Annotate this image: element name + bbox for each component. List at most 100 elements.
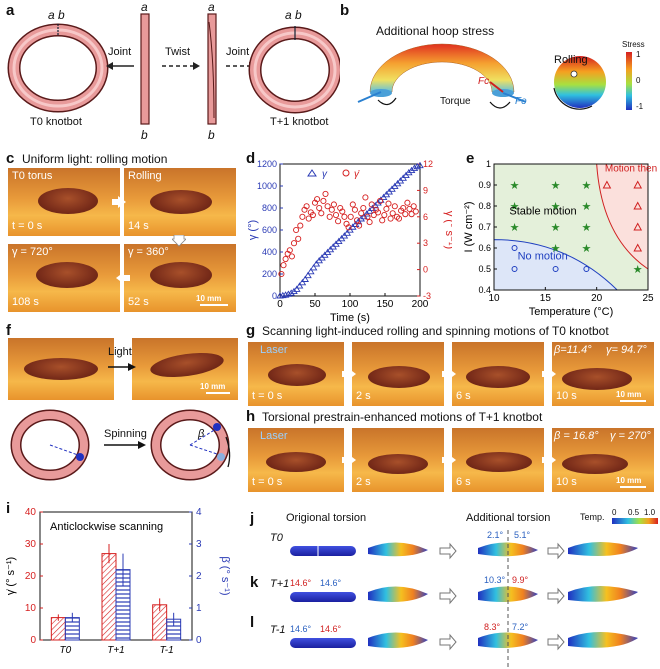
d-point-gammadot [408,211,415,218]
panel-g-title: Scanning light-induced rolling and spinn… [262,324,609,338]
g-scale-bar [620,400,646,402]
d-point-gammadot [305,215,312,222]
k-twist-2: 9.9° [512,575,529,585]
chart-i: 0 10 20 30 40 0 1 2 3 4 Anticlockwise scanning γ̇ (… [5,507,231,656]
d-point-gammadot [374,209,382,216]
d-point-gammadot [322,190,329,197]
g-arrow-3 [542,368,556,380]
e-xtick-label: 15 [540,293,552,304]
f-light-arrow [108,363,136,371]
e-point-stable: ★ [551,201,561,213]
d-point-gammadot [362,194,369,201]
photo-f-after [132,338,238,400]
photo-h-frame2 [352,428,444,492]
photo-c-frame2 [124,168,236,236]
h-arrow-2 [442,454,456,466]
panel-label-b: b [340,2,350,19]
d-point-gammadot [303,203,310,210]
e-point-stable: ★ [633,264,643,276]
photo-g-frame1 [248,342,344,406]
d-point-gamma [410,164,419,171]
d-point-gamma [304,271,312,279]
d-ytick-label: 0 [272,291,277,301]
h-scale-label: 10 mm [616,476,642,485]
j-original-torsion-title: Origional torsion [286,512,367,524]
f-light-label: Light [108,346,132,358]
stress-tick-0: 0 [636,76,641,85]
d-xtick-label: 200 [412,299,429,310]
d-point-gammadot [335,218,342,225]
d-point-gammadot [410,203,417,210]
photo-h-frame4 [552,428,654,492]
e-point-nomotion [552,266,559,272]
l-orig-1: 14.6° [290,624,312,634]
d-point-gamma [281,291,290,298]
i-y2tick-label: 0 [196,635,202,646]
d-point-gammadot [345,224,352,231]
d-point-gammadot [391,203,398,210]
i-category-label: T-1 [160,645,174,656]
d-y2tick-label: 9 [423,185,428,195]
i-y2tick-label: 1 [196,603,202,614]
i-y2tick-label: 2 [196,571,202,582]
d-point-gamma [284,290,293,297]
d-point-gammadot [288,253,295,260]
d-point-gammadot [349,201,356,208]
e-point-stable: ★ [510,180,520,192]
c-arrow-1 [112,196,126,208]
h-frame4-time: 10 s [556,476,577,488]
d-point-gammadot [381,211,388,219]
c-frame3-top: γ = 720° [12,246,53,258]
f-spinning-label: Spinning [104,428,147,440]
e-point-halt [633,222,643,231]
e-point-nomotion [511,245,518,251]
e-ytick-label: 0.8 [478,201,491,211]
photo-c-frame3 [8,244,120,312]
i-ylabel: γ̇ (° s⁻¹) [5,557,17,595]
d-ytick-label: 200 [262,269,277,279]
panel-label-f: f [6,322,11,339]
i-title: Anticlockwise scanning [50,521,163,533]
h-gamma-value: γ = 270° [610,430,651,442]
d-point-gammadot [402,211,409,218]
stress-tick-1: 1 [636,50,641,59]
i-ytick-label: 0 [30,635,36,646]
temp-colorbar [612,518,658,524]
photo-f-before [8,338,114,400]
row-label-tm1: T-1 [270,624,286,636]
panel-label-k: k [250,574,259,591]
d-point-gammadot [360,204,367,212]
e-point-halt [602,180,612,189]
d-point-gammadot [293,226,300,234]
e-ytick-label: 0.7 [478,222,491,232]
i-category-label: T+1 [107,645,125,656]
g-frame2-time: 2 s [356,390,371,402]
g-gamma-value: γ= 94.7° [606,344,647,356]
j-twist-1: 2.1° [487,530,504,540]
h-arrow-3 [542,454,556,466]
photo-c-frame1 [8,168,120,236]
e-xlabel: Temperature (°C) [529,306,613,318]
d-point-gamma [416,161,424,169]
joint-label-left: Joint [108,46,132,58]
k-orig-1: 14.6° [290,578,312,588]
d-point-gammadot [328,206,335,213]
photo-g-frame4 [552,342,654,406]
panel-b-figure [357,43,632,110]
d-ytick-label: 800 [262,203,277,213]
e-xtick-label: 10 [488,293,500,304]
j-zero-left: 0 [308,532,313,541]
g-arrow-2 [442,368,456,380]
d-point-gammadot [330,201,337,208]
e-ylabel: I (W cm⁻²) [463,201,475,252]
f-spinning-diagram [10,409,231,481]
e-point-stable: ★ [551,222,561,234]
d-point-gammadot [347,213,354,220]
i-ytick-label: 20 [25,571,37,582]
d-xlabel: Time (s) [330,312,370,324]
d-point-gammadot [385,200,392,207]
i-y2tick-label: 3 [196,539,202,550]
d-point-gammadot [368,201,375,208]
e-point-stable: ★ [510,201,520,213]
e-ytick-label: 0.9 [478,180,491,190]
